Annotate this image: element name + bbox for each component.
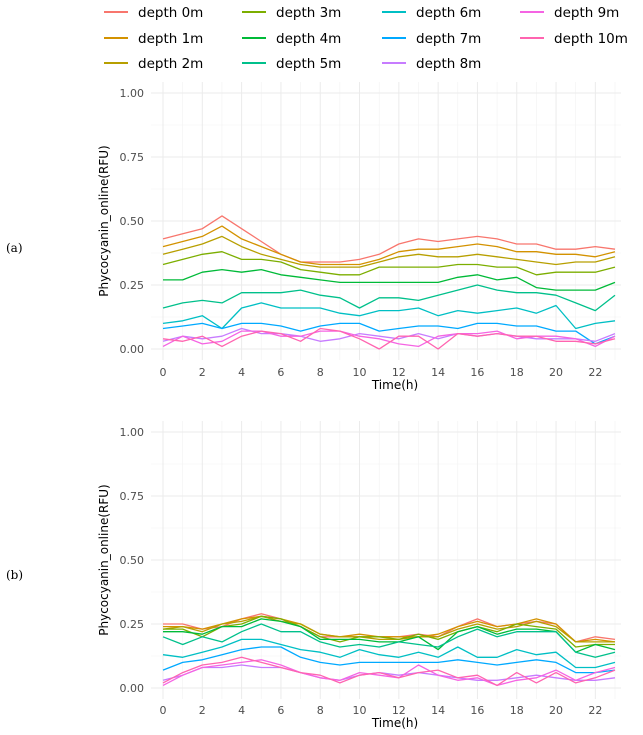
x-tick-label: 0 <box>160 366 167 379</box>
x-tick-label: 12 <box>392 366 406 379</box>
legend-label: depth 0m <box>138 5 203 21</box>
y-tick-label: 0.00 <box>120 682 145 695</box>
legend-label: depth 7m <box>416 31 481 47</box>
series-line-depth-8m <box>162 664 616 681</box>
series-line-depth-6m <box>162 638 616 669</box>
x-tick-label: 22 <box>588 366 602 379</box>
x-tick-label: 8 <box>317 366 324 379</box>
x-tick-label: 8 <box>317 704 324 717</box>
y-tick-label: 0.50 <box>120 215 145 228</box>
x-axis-title: Time(h) <box>371 378 418 392</box>
y-axis-title: Phycocyanin_online(RFU) <box>97 484 111 635</box>
legend-item: depth 1m <box>104 31 203 47</box>
series-line-depth-5m <box>162 623 616 658</box>
legend-label: depth 2m <box>138 56 203 72</box>
x-tick-label: 4 <box>238 704 245 717</box>
x-tick-label: 22 <box>588 704 602 717</box>
x-tick-label: 2 <box>199 366 206 379</box>
legend-item: depth 8m <box>382 56 481 72</box>
x-tick-label: 12 <box>392 704 406 717</box>
x-tick-label: 10 <box>353 366 367 379</box>
y-tick-label: 0.25 <box>120 618 145 631</box>
x-tick-label: 16 <box>470 366 484 379</box>
series-line-depth-2m <box>162 615 615 643</box>
x-tick-label: 10 <box>353 704 367 717</box>
legend-label: depth 6m <box>416 5 481 21</box>
series-line-depth-6m <box>162 302 616 330</box>
series-line-depth-7m <box>162 646 616 674</box>
y-tick-label: 0.25 <box>120 279 145 292</box>
x-tick-label: 14 <box>431 704 445 717</box>
legend-item: depth 4m <box>242 31 341 47</box>
grid <box>151 82 621 360</box>
series-line-depth-9m <box>162 659 616 687</box>
y-axis-title: Phycocyanin_online(RFU) <box>97 145 111 296</box>
x-tick-label: 20 <box>549 366 563 379</box>
grid <box>151 421 621 699</box>
legend-label: depth 8m <box>416 56 481 72</box>
legend-item: depth 6m <box>382 5 481 21</box>
series-line-depth-10m <box>162 327 616 350</box>
legend-label: depth 3m <box>276 5 341 21</box>
y-tick-label: 0.50 <box>120 554 145 567</box>
legend-item: depth 3m <box>242 5 341 21</box>
x-tick-label: 16 <box>470 704 484 717</box>
legend-item: depth 2m <box>104 56 203 72</box>
series-line-depth-1m <box>162 225 616 266</box>
x-tick-label: 6 <box>277 704 284 717</box>
legend-item: depth 0m <box>104 5 203 21</box>
series-line-depth-3m <box>163 615 615 648</box>
legend: depth 0m depth 1m depth 2m depth 3m depth 4m… <box>104 5 628 72</box>
legend-label: depth 9m <box>554 5 619 21</box>
x-tick-label: 6 <box>277 366 284 379</box>
x-tick-label: 20 <box>549 704 563 717</box>
series-line-depth-0m <box>162 215 616 263</box>
legend-label: depth 5m <box>276 56 341 72</box>
series-line-depth-4m <box>163 618 616 653</box>
y-tick-label: 0.75 <box>120 151 145 164</box>
x-tick-label: 18 <box>510 704 524 717</box>
legend-label: depth 4m <box>276 31 341 47</box>
legend-item: depth 7m <box>382 31 481 47</box>
panel-a: 0.00 0.25 0.50 0.75 1.00 0 2 4 6 8 10 12 14 16 18 20 22 T… <box>6 82 621 392</box>
series-line-depth-8m <box>162 327 616 342</box>
series-group <box>162 215 616 350</box>
series-line-depth-7m <box>162 322 616 345</box>
series-line-depth-4m <box>163 268 616 291</box>
panel-label: (a) <box>6 241 23 255</box>
legend-item: depth 9m <box>520 5 619 21</box>
series-line-depth-3m <box>162 251 616 276</box>
y-tick-label: 1.00 <box>120 426 145 439</box>
x-tick-label: 14 <box>431 366 445 379</box>
y-tick-label: 1.00 <box>120 87 145 100</box>
panel-label: (b) <box>6 568 23 582</box>
y-tick-label: 0.75 <box>120 490 145 503</box>
series-line-depth-1m <box>163 615 616 643</box>
series-group <box>162 613 616 687</box>
y-tick-label: 0.00 <box>120 343 145 356</box>
series-line-depth-2m <box>162 235 616 268</box>
x-tick-label: 18 <box>510 366 524 379</box>
legend-item: depth 5m <box>242 56 341 72</box>
x-tick-label: 4 <box>238 366 245 379</box>
series-line-depth-10m <box>162 656 616 687</box>
x-axis-title: Time(h) <box>371 716 418 730</box>
x-tick-label: 2 <box>199 704 206 717</box>
x-tick-label: 0 <box>160 704 167 717</box>
series-line-depth-9m <box>162 330 616 348</box>
legend-label: depth 1m <box>138 31 203 47</box>
panel-b: 0.00 0.25 0.50 0.75 1.00 0 2 4 6 8 10 12 14 16 18 20 22 T… <box>6 421 621 730</box>
legend-item: depth 10m <box>520 31 628 47</box>
series-line-depth-5m <box>162 284 616 312</box>
legend-label: depth 10m <box>554 31 628 47</box>
